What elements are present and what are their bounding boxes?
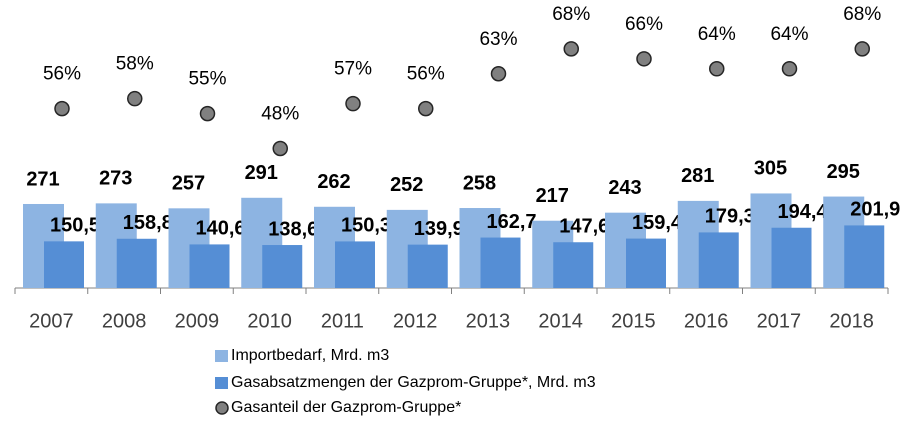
- value-label: 271: [26, 168, 59, 190]
- dot: [854, 41, 870, 57]
- value-label: 64%: [698, 24, 736, 45]
- value-label: 179,3: [705, 206, 755, 228]
- x-tick-label: 2015: [611, 310, 656, 332]
- value-label: 56%: [43, 64, 81, 85]
- value-label: 273: [99, 168, 132, 190]
- bar: [771, 227, 812, 288]
- value-label: 57%: [334, 59, 372, 80]
- x-tick-label: 2007: [29, 310, 74, 332]
- value-label: 159,4: [632, 212, 683, 234]
- legend-marker: [215, 377, 228, 389]
- bar: [407, 244, 448, 288]
- value-label: 138,6: [268, 218, 318, 240]
- value-label: 147,6: [559, 216, 609, 238]
- x-tick-label: 2014: [538, 310, 583, 332]
- bar: [844, 225, 885, 288]
- dot: [272, 140, 288, 157]
- value-label: 217: [536, 185, 569, 207]
- value-label: 291: [245, 162, 278, 184]
- legend-label: Importbedarf, Mrd. m3: [231, 347, 389, 364]
- dot: [636, 51, 652, 67]
- legend-marker: [215, 350, 228, 362]
- bar: [480, 237, 521, 288]
- bar: [262, 245, 303, 288]
- x-tick-label: 2013: [466, 310, 511, 332]
- value-label: 66%: [625, 14, 663, 35]
- x-tick-label: 2018: [829, 310, 874, 332]
- bar: [553, 242, 594, 288]
- bar: [189, 244, 230, 288]
- bar: [116, 238, 157, 288]
- value-label: 162,7: [486, 211, 536, 233]
- legend-label: Gasabsatzmengen der Gazprom-Gruppe*, Mrd…: [231, 374, 596, 391]
- value-label: 55%: [188, 69, 226, 90]
- value-label: 262: [317, 171, 350, 193]
- bar: [698, 232, 739, 288]
- dot: [54, 100, 70, 117]
- value-label: 305: [754, 158, 787, 180]
- dot: [199, 105, 216, 122]
- x-tick-label: 2010: [247, 310, 292, 332]
- legend-label: Gasanteil der Gazprom-Gruppe*: [231, 399, 461, 416]
- value-label: 150,3: [341, 215, 391, 237]
- value-label: 150,5: [50, 215, 100, 237]
- value-label: 281: [681, 165, 714, 187]
- value-label: 243: [608, 177, 641, 199]
- dot: [781, 61, 798, 77]
- value-label: 158,8: [123, 212, 173, 234]
- x-tick-label: 2011: [321, 310, 364, 332]
- value-label: 58%: [116, 54, 154, 75]
- value-label: 252: [390, 174, 423, 196]
- value-label: 68%: [843, 4, 881, 25]
- dot: [490, 66, 507, 82]
- value-label: 194,4: [777, 201, 828, 223]
- x-tick-label: 2012: [393, 310, 438, 332]
- value-label: 64%: [770, 24, 808, 45]
- x-tick-label: 2017: [757, 310, 802, 332]
- legend-marker: [215, 401, 229, 415]
- dot: [345, 95, 361, 112]
- value-label: 257: [172, 173, 205, 195]
- value-label: 295: [827, 161, 860, 183]
- value-label: 63%: [479, 29, 517, 50]
- x-tick-label: 2016: [684, 310, 729, 332]
- value-label: 56%: [407, 64, 445, 85]
- dot: [563, 41, 579, 57]
- bar: [335, 241, 375, 288]
- x-tick-label: 2009: [175, 310, 220, 332]
- value-label: 201,9: [850, 199, 900, 221]
- bar: [44, 241, 84, 288]
- value-label: 139,9: [414, 218, 464, 240]
- x-tick-label: 2008: [102, 310, 147, 332]
- bar: [626, 238, 666, 288]
- dot: [127, 90, 143, 107]
- value-label: 48%: [261, 104, 299, 125]
- dot: [418, 100, 434, 117]
- value-label: 140,6: [195, 218, 245, 240]
- value-label: 258: [463, 172, 496, 194]
- dot: [709, 61, 725, 77]
- value-label: 68%: [552, 4, 590, 25]
